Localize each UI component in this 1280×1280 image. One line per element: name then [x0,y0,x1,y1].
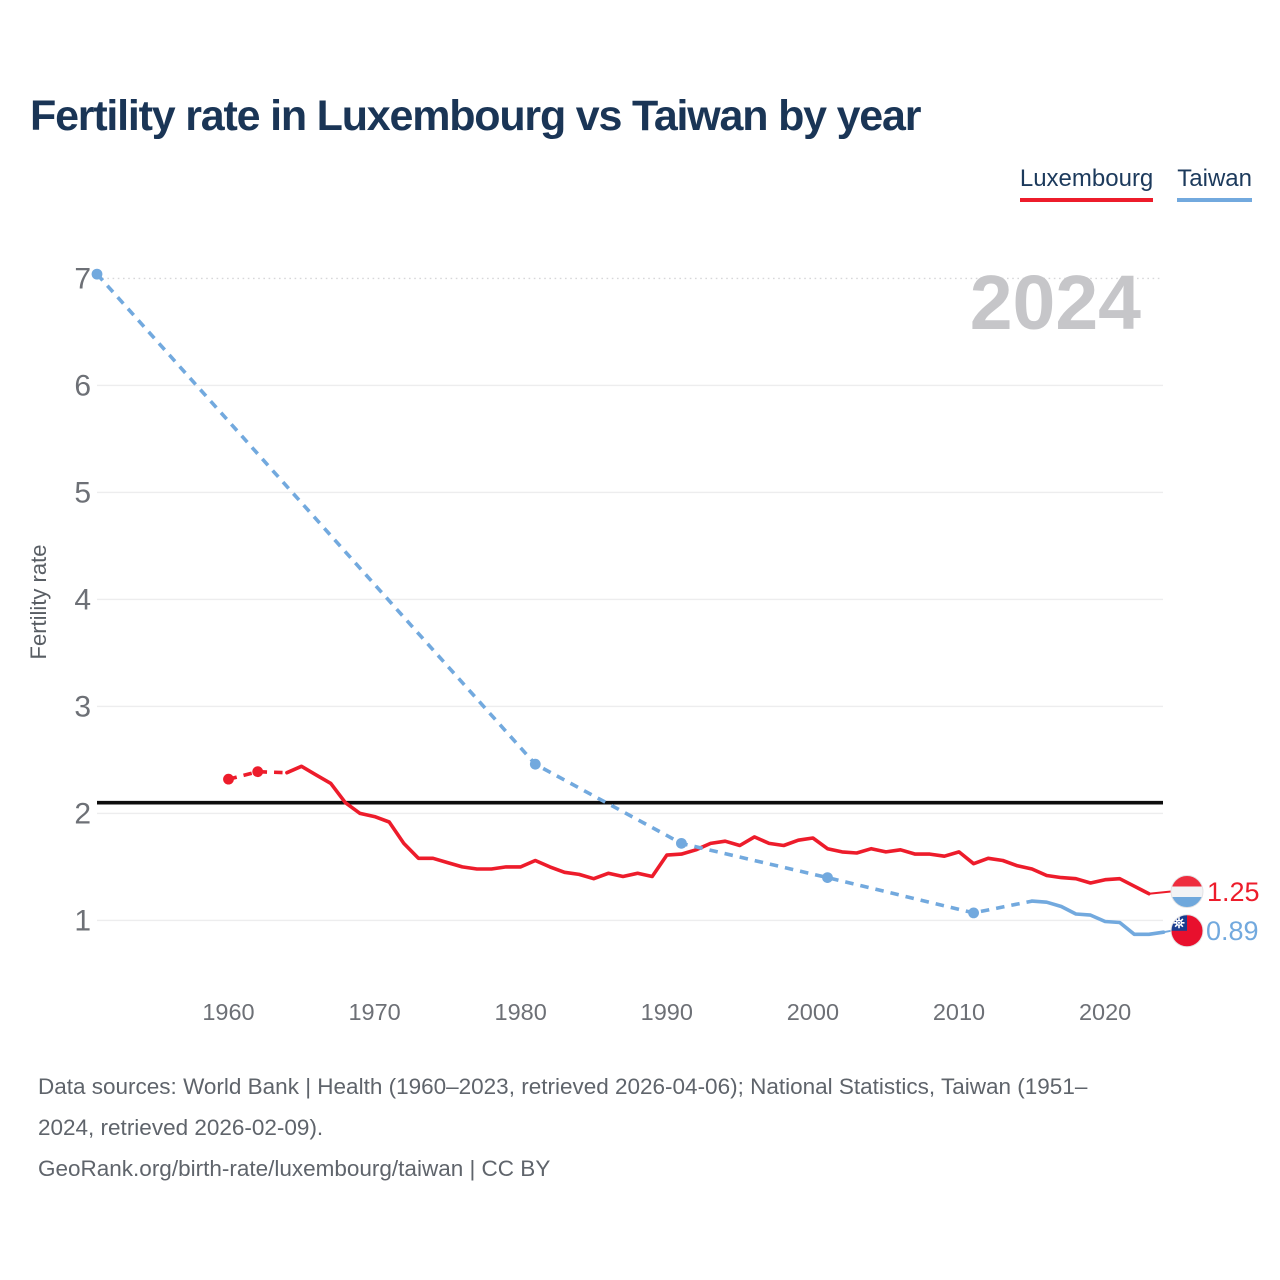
series-dashed-line-luxembourg [228,769,287,781]
x-tick-label-2020: 2020 [1079,999,1131,1025]
y-axis-title: Fertility rate [26,545,51,660]
legend-label-luxembourg: Luxembourg [1019,165,1154,192]
data-point-taiwan-1991 [676,837,687,849]
page-title: Fertility rate in Luxembourg vs Taiwan b… [30,92,921,140]
y-tick-label-2: 2 [74,797,91,830]
series-solid-line-luxembourg [285,764,1151,896]
series-solid-line-taiwan [1030,899,1166,937]
y-tick-label-4: 4 [74,583,91,616]
y-tick-label-1: 1 [74,904,91,937]
series-dashed-line-taiwan [95,272,1033,915]
gridlines [97,277,1163,922]
data-sources-line-1: Data sources: World Bank | Health (1960–… [38,1074,1088,1099]
x-tick-label-2010: 2010 [933,999,985,1025]
y-tick-label-7: 7 [74,262,91,295]
x-tick-label-1980: 1980 [495,999,547,1025]
year-watermark: 2024 [970,260,1141,346]
attribution-line: GeoRank.org/birth-rate/luxembourg/taiwan… [38,1156,551,1181]
y-axis-tick-labels: 1 2 3 4 5 6 7 [74,262,91,937]
data-point-luxembourg-1962 [252,766,264,778]
y-tick-label-5: 5 [74,476,91,509]
end-label-taiwan: 0.89 [1163,914,1259,948]
x-tick-label-1990: 1990 [641,999,693,1025]
data-sources-line-2: 2024, retrieved 2026-02-09). [38,1115,324,1140]
end-label-luxembourg: 1.25 [1148,875,1260,908]
luxembourg-connector-line [1148,890,1172,895]
y-tick-label-6: 6 [74,369,91,402]
x-axis-tick-labels: 1960 1970 1980 1990 2000 2010 2020 [202,999,1131,1025]
x-tick-label-2000: 2000 [787,999,839,1025]
data-point-taiwan-2001 [822,872,833,883]
taiwan-connector-line [1163,929,1172,934]
legend-item-luxembourg[interactable]: Luxembourg [1019,165,1154,202]
series-lines [91,268,1166,937]
legend-item-taiwan[interactable]: Taiwan [1177,165,1252,202]
taiwan-end-value: 0.89 [1206,916,1259,946]
data-point-taiwan-1981 [529,758,541,770]
legend-label-taiwan: Taiwan [1177,165,1252,192]
luxembourg-end-value: 1.25 [1207,877,1260,907]
legend: Luxembourg Taiwan [1019,165,1252,202]
x-tick-label-1960: 1960 [202,999,254,1025]
footer: Data sources: World Bank | Health (1960–… [38,1066,1258,1189]
taiwan-flag-icon [1170,914,1204,948]
y-tick-label-3: 3 [74,690,91,723]
luxembourg-flag-icon [1170,875,1204,908]
data-point-luxembourg-1960 [223,773,234,785]
x-tick-label-1970: 1970 [348,999,400,1025]
data-point-taiwan-2011 [968,907,979,919]
data-point-taiwan-1951 [91,268,103,280]
